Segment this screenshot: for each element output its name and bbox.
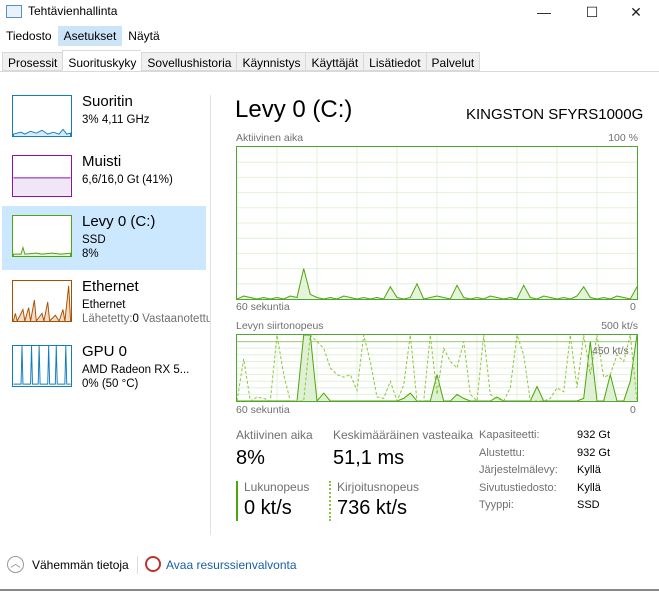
read-line [237, 335, 637, 401]
write-speed-label: Kirjoitusnopeus [337, 480, 420, 494]
transfer-chart-title: Levyn siirtonopeus [236, 320, 324, 332]
tab-bar: Prosessit Suorituskyky Sovellushistoria … [2, 50, 481, 72]
ethernet-thumbnail [12, 280, 72, 322]
memory-thumbnail [12, 155, 72, 197]
menu-tiedosto[interactable]: Tiedosto [6, 29, 52, 43]
sidebar-name: Levy 0 (C:) [82, 213, 156, 230]
transfer-chart-ref: 450 kt/s [592, 345, 629, 357]
sidebar-item-disk[interactable]: Levy 0 (C:) SSD 8% [2, 206, 206, 270]
sidebar-item-cpu[interactable]: Suoritin 3% 4,11 GHz [2, 88, 206, 152]
chevron-up-icon[interactable]: ︿ [7, 556, 24, 573]
title-bar: Tehtävienhallinta — ☐ ✕ [0, 0, 659, 24]
footer-separator [137, 556, 138, 574]
panel-divider [210, 95, 211, 535]
tab-kaynnistys[interactable]: Käynnistys [236, 52, 306, 71]
menu-asetukset[interactable]: Asetukset [57, 26, 123, 46]
sidebar-item-ethernet[interactable]: Ethernet Ethernet Lähetetty:0 Vastaanote… [2, 273, 210, 337]
read-speed-label: Lukunopeus [244, 480, 310, 494]
task-manager-icon [6, 5, 22, 18]
active-time-label: Aktiivinen aika [236, 428, 313, 442]
property-value: Kyllä [577, 481, 601, 494]
sent-value: 0 [132, 313, 139, 325]
response-time-value: 51,1 ms [333, 447, 405, 469]
sidebar-name: Ethernet [82, 278, 139, 295]
disk-model: KINGSTON SFYRS1000G [466, 106, 644, 123]
gpu-thumbnail [12, 345, 72, 387]
active-time-line [237, 268, 637, 299]
sidebar-sub: 6,6/16,0 Gt (41%) [82, 174, 173, 186]
sidebar-sub: Ethernet [82, 299, 126, 311]
sidebar-sub: SSD [82, 234, 106, 246]
property-value: 932 Gt [577, 429, 611, 441]
response-time-label: Keskimääräinen vasteaika [333, 428, 474, 442]
property-label: Alustettu: [479, 446, 525, 459]
minimize-button[interactable]: — [537, 4, 551, 20]
window-bottom-border [0, 589, 659, 591]
tab-lisatiedot[interactable]: Lisätiedot [363, 52, 426, 71]
less-details-button[interactable]: Vähemmän tietoja [32, 558, 129, 572]
sidebar-item-gpu[interactable]: GPU 0 AMD Radeon RX 5... 0% (50 °C) [2, 338, 206, 402]
disk-thumbnail [12, 215, 72, 257]
active-chart-max: 100 % [608, 132, 638, 144]
read-speed-value: 0 kt/s [244, 497, 292, 519]
menu-bar: Tiedosto Asetukset Näytä [0, 26, 166, 46]
sidebar-sub: 8% [82, 248, 99, 260]
tab-palvelut[interactable]: Palvelut [425, 52, 481, 71]
tab-prosessit[interactable]: Prosessit [2, 52, 63, 71]
maximize-button[interactable]: ☐ [585, 4, 599, 20]
sidebar-sub: Lähetetty:0 Vastaanotettu [82, 312, 210, 326]
cpu-thumbnail [12, 95, 72, 137]
tab-kayttajat[interactable]: Käyttäjät [305, 52, 364, 71]
tab-suorituskyky[interactable]: Suorituskyky [62, 50, 142, 71]
received-label: Vastaanotettu [142, 313, 210, 325]
transfer-rate-chart [236, 334, 638, 402]
transfer-chart-xleft: 60 sekuntia [236, 404, 290, 416]
property-label: Tyyppi: [479, 499, 514, 511]
sidebar-name: Muisti [82, 153, 122, 170]
menu-nayta[interactable]: Näytä [128, 29, 160, 43]
sidebar-sub: AMD Radeon RX 5... [82, 364, 190, 376]
write-speed-value: 736 kt/s [337, 497, 408, 519]
sidebar-item-memory[interactable]: Muisti 6,6/16,0 Gt (41%) [2, 148, 206, 212]
page-title: Levy 0 (C:) [235, 96, 353, 123]
property-value: 932 Gt [577, 446, 611, 459]
sidebar-sub: 0% (50 °C) [82, 378, 139, 390]
property-value: Kyllä [577, 464, 601, 476]
transfer-chart-max: 500 kt/s [601, 320, 638, 332]
property-value: SSD [577, 499, 600, 511]
property-label: Järjestelmälevy: [479, 464, 558, 476]
read-area [237, 335, 637, 401]
close-button[interactable]: ✕ [630, 4, 642, 20]
sent-label: Lähetetty: [82, 313, 133, 325]
active-time-value: 8% [236, 447, 265, 469]
footer: ︿ Vähemmän tietoja Avaa resurssienvalvon… [0, 550, 659, 580]
tab-sovellushistoria[interactable]: Sovellushistoria [141, 52, 237, 71]
active-chart-xright: 0 [630, 301, 636, 313]
sidebar-name: GPU 0 [82, 343, 128, 360]
property-label: Kapasiteetti: [479, 429, 540, 441]
active-chart-xleft: 60 sekuntia [236, 301, 290, 313]
open-resource-monitor-link[interactable]: Avaa resurssienvalvonta [166, 558, 297, 572]
resource-monitor-icon [145, 556, 161, 572]
active-time-chart [236, 146, 638, 300]
property-label: Sivutustiedosto: [479, 481, 557, 494]
window-title: Tehtävienhallinta [28, 4, 118, 18]
sidebar-sub: 3% 4,11 GHz [82, 114, 150, 126]
read-legend-line [236, 481, 238, 521]
sidebar-name: Suoritin [82, 93, 133, 110]
active-chart-title: Aktiivinen aika [236, 132, 304, 144]
write-legend-line [329, 481, 331, 521]
transfer-chart-xright: 0 [630, 404, 636, 416]
